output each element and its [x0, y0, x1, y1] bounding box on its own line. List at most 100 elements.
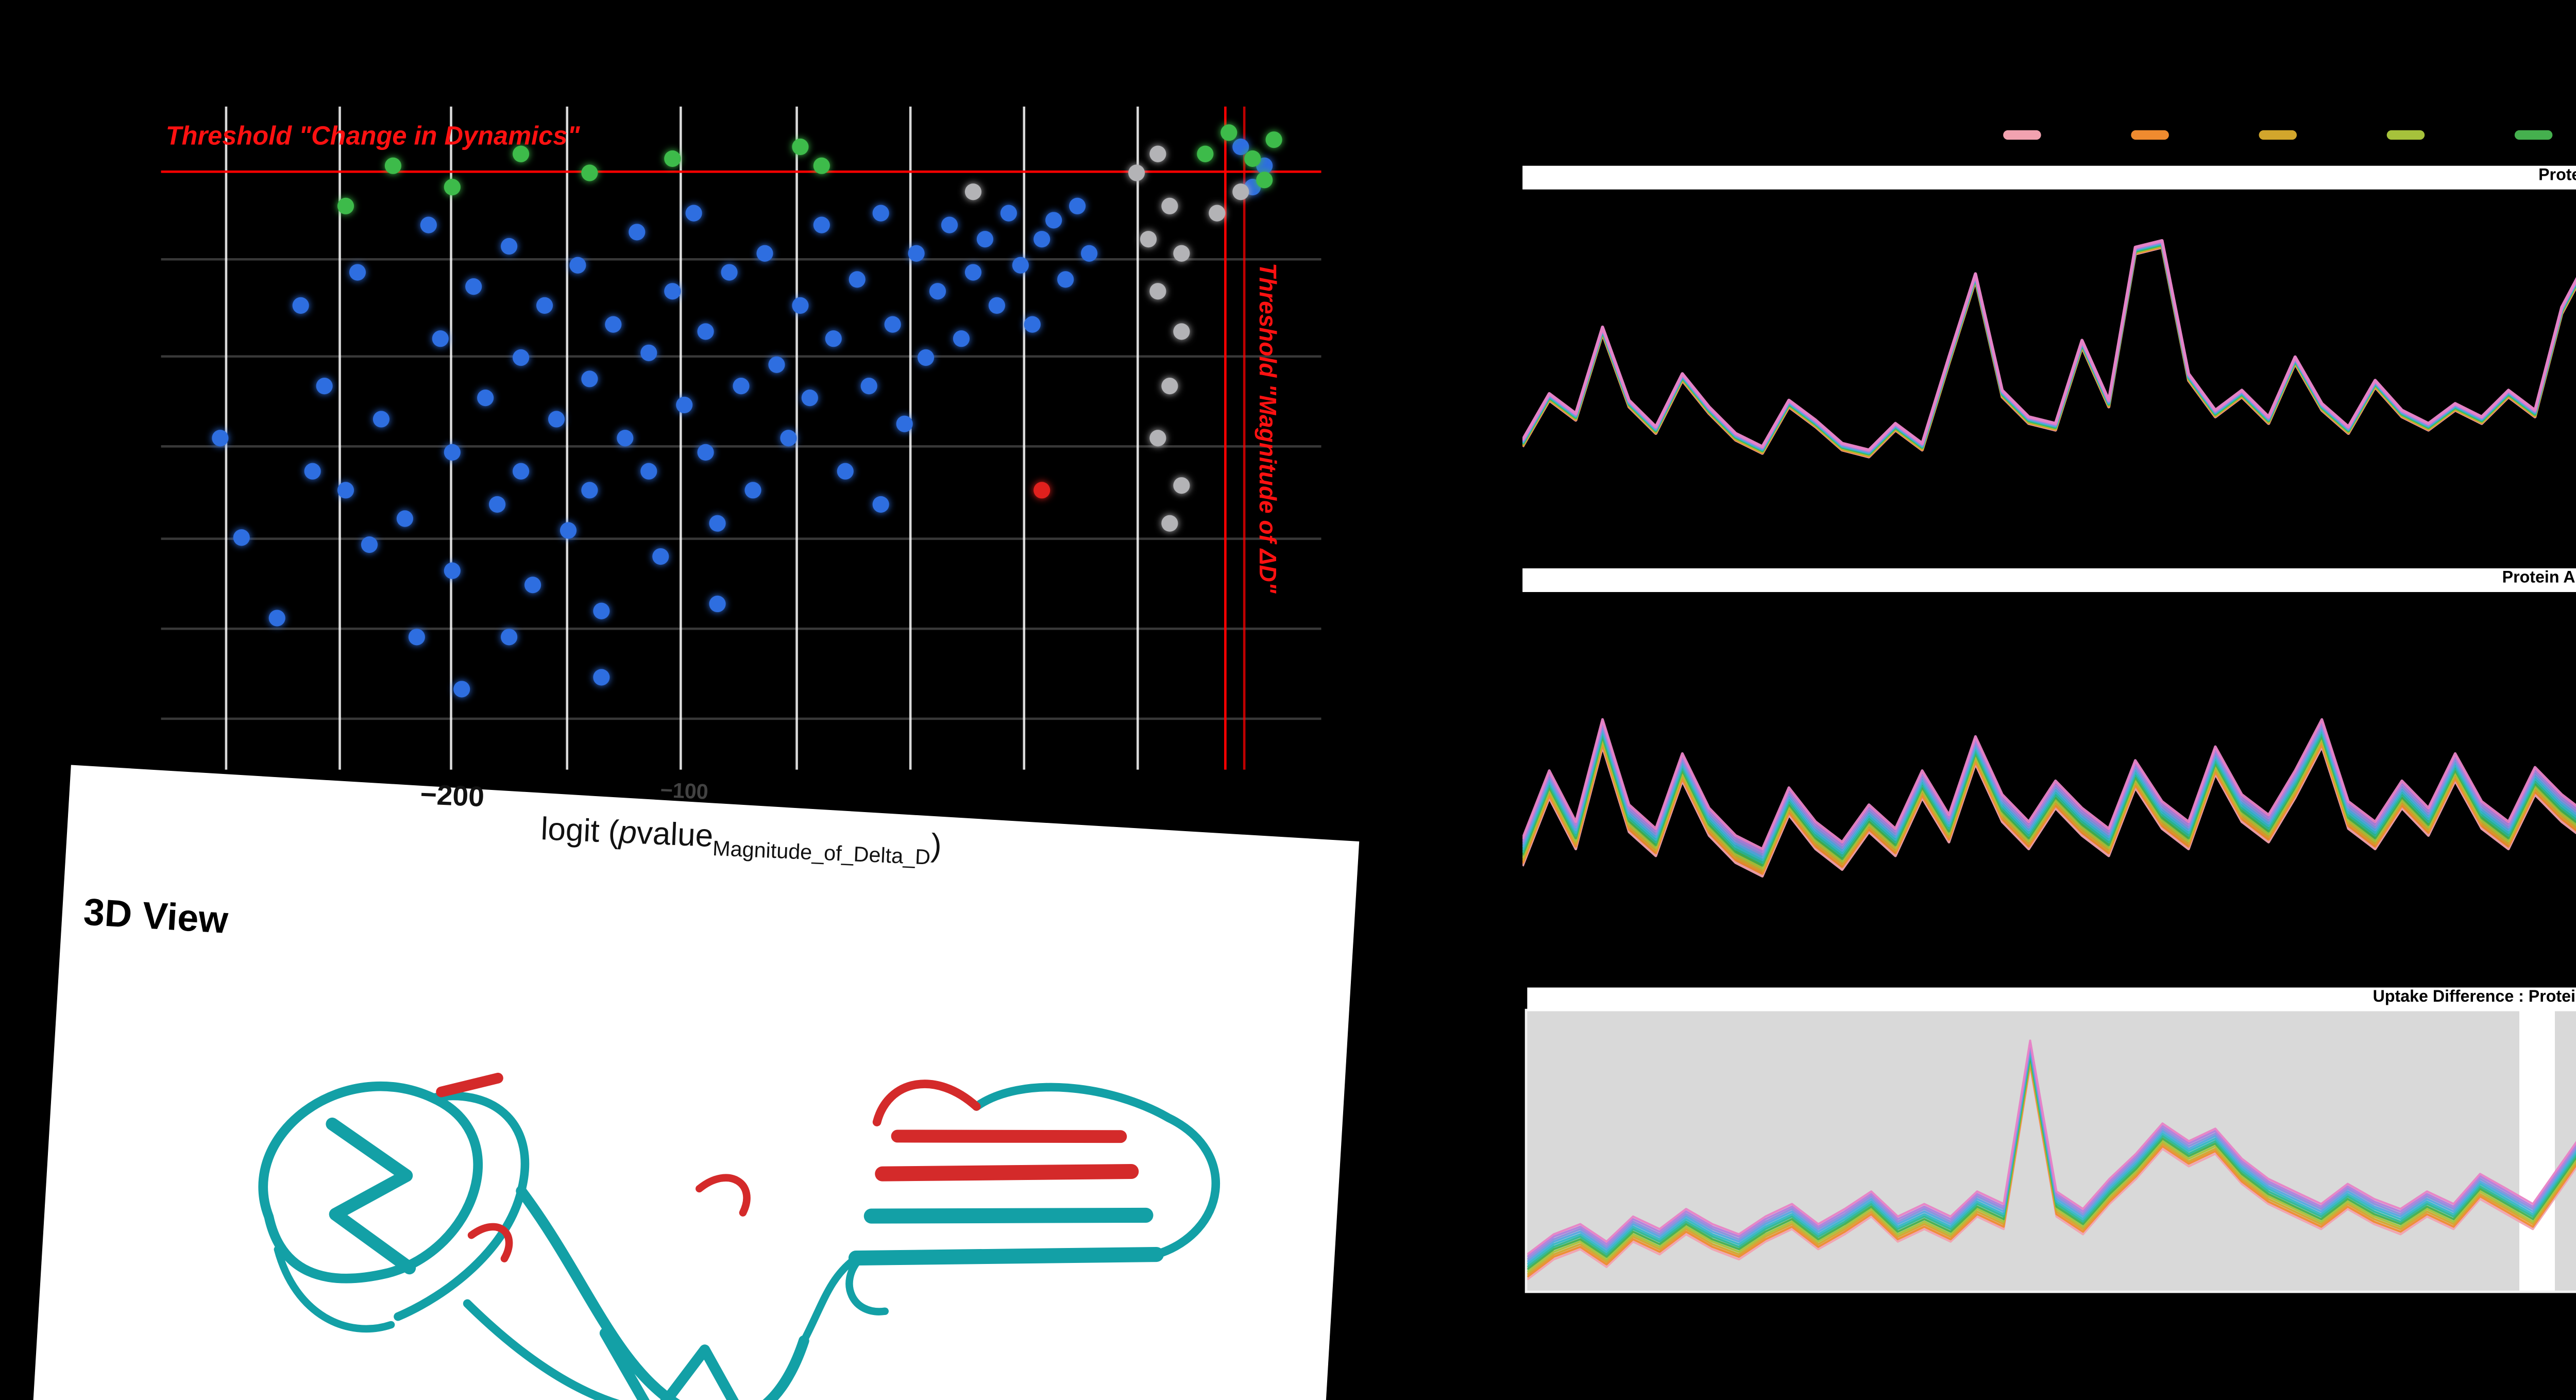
chart-uptake-difference-canvas[interactable] — [1527, 1011, 2576, 1290]
data-point-blue[interactable] — [825, 330, 842, 347]
data-point-blue[interactable] — [1081, 244, 1098, 261]
data-point-gray[interactable] — [1127, 164, 1144, 181]
data-point-blue[interactable] — [361, 536, 378, 553]
3d-view-panel[interactable]: 3D View — [29, 765, 1360, 1400]
data-point-gray[interactable] — [1174, 244, 1191, 261]
threshold-line-vertical[interactable] — [1224, 106, 1227, 770]
data-point-green[interactable] — [1197, 144, 1214, 161]
chart-protein-a-ligand-canvas[interactable] — [1522, 595, 2576, 973]
data-point-green[interactable] — [443, 178, 460, 195]
data-point-blue[interactable] — [651, 549, 668, 566]
data-point-blue[interactable] — [779, 430, 796, 447]
data-point-blue[interactable] — [350, 264, 367, 281]
data-point-blue[interactable] — [396, 509, 413, 526]
legend-item-5[interactable] — [2514, 130, 2553, 139]
data-point-blue[interactable] — [1023, 317, 1040, 334]
data-point-gray[interactable] — [1139, 231, 1156, 248]
data-point-gray[interactable] — [964, 184, 982, 201]
data-point-blue[interactable] — [756, 244, 773, 261]
data-point-blue[interactable] — [512, 350, 529, 367]
data-point-green[interactable] — [791, 138, 808, 155]
data-point-green[interactable] — [512, 144, 529, 161]
legend-item-4[interactable] — [2386, 130, 2425, 139]
data-point-blue[interactable] — [709, 516, 726, 533]
data-point-blue[interactable] — [234, 529, 251, 546]
data-point-blue[interactable] — [698, 324, 715, 341]
data-point-blue[interactable] — [501, 237, 518, 255]
data-point-blue[interactable] — [814, 217, 831, 234]
data-point-blue[interactable] — [640, 343, 657, 361]
data-point-blue[interactable] — [976, 231, 993, 248]
data-point-blue[interactable] — [860, 377, 877, 394]
data-point-gray[interactable] — [1208, 204, 1225, 221]
data-point-blue[interactable] — [570, 257, 587, 274]
legend-item-1[interactable] — [2003, 130, 2041, 139]
data-point-gray[interactable] — [1174, 324, 1191, 341]
data-point-gray[interactable] — [1150, 144, 1167, 161]
data-point-blue[interactable] — [837, 463, 854, 480]
data-point-blue[interactable] — [315, 377, 332, 394]
data-point-blue[interactable] — [1069, 197, 1086, 214]
data-point-blue[interactable] — [872, 496, 889, 513]
data-point-blue[interactable] — [1011, 257, 1028, 274]
data-point-blue[interactable] — [292, 297, 309, 314]
data-point-blue[interactable] — [872, 204, 889, 221]
data-point-blue[interactable] — [767, 357, 785, 374]
threshold-line-vertical[interactable] — [1242, 106, 1245, 770]
volcano-plot[interactable]: Threshold "Change in Dynamics" Threshold… — [161, 106, 1321, 869]
data-point-blue[interactable] — [964, 264, 982, 281]
data-point-blue[interactable] — [547, 410, 564, 427]
protein-ribbon[interactable] — [136, 956, 1277, 1400]
data-point-blue[interactable] — [674, 396, 692, 413]
data-point-blue[interactable] — [408, 629, 425, 646]
data-point-blue[interactable] — [953, 330, 970, 347]
data-point-blue[interactable] — [524, 576, 541, 593]
data-point-blue[interactable] — [628, 224, 645, 241]
data-point-green[interactable] — [1255, 171, 1272, 188]
data-point-blue[interactable] — [211, 430, 228, 447]
data-point-gray[interactable] — [1162, 377, 1179, 394]
data-point-blue[interactable] — [419, 217, 436, 234]
data-point-blue[interactable] — [1034, 231, 1052, 248]
data-point-blue[interactable] — [477, 390, 495, 407]
data-point-green[interactable] — [1266, 131, 1283, 148]
data-point-blue[interactable] — [999, 204, 1016, 221]
data-point-blue[interactable] — [582, 483, 599, 500]
data-point-green[interactable] — [814, 158, 831, 175]
data-point-blue[interactable] — [501, 629, 518, 646]
chart-protein-a-ligand[interactable] — [1522, 595, 2576, 973]
data-point-blue[interactable] — [640, 463, 657, 480]
data-point-green[interactable] — [1243, 151, 1260, 168]
data-point-blue[interactable] — [594, 602, 611, 619]
data-point-blue[interactable] — [709, 595, 726, 613]
data-point-blue[interactable] — [698, 443, 715, 460]
data-point-blue[interactable] — [558, 522, 575, 539]
data-point-green[interactable] — [1220, 125, 1237, 142]
data-point-blue[interactable] — [512, 463, 529, 480]
data-point-blue[interactable] — [884, 317, 901, 334]
data-point-blue[interactable] — [733, 377, 750, 394]
data-point-blue[interactable] — [802, 390, 819, 407]
data-point-blue[interactable] — [1046, 211, 1063, 228]
threshold-line-horizontal[interactable] — [161, 170, 1321, 173]
data-point-blue[interactable] — [443, 443, 460, 460]
data-point-blue[interactable] — [1231, 138, 1248, 155]
data-point-blue[interactable] — [895, 416, 912, 433]
data-point-blue[interactable] — [941, 217, 958, 234]
legend-item-3[interactable] — [2259, 130, 2297, 139]
data-point-blue[interactable] — [686, 204, 703, 221]
data-point-blue[interactable] — [1057, 271, 1075, 288]
chart-protein-a-canvas[interactable] — [1522, 192, 2576, 561]
data-point-blue[interactable] — [431, 330, 448, 347]
data-point-gray[interactable] — [1231, 184, 1248, 201]
data-point-blue[interactable] — [849, 271, 866, 288]
data-point-blue[interactable] — [930, 284, 947, 301]
data-point-blue[interactable] — [373, 410, 390, 427]
data-point-blue[interactable] — [744, 483, 761, 500]
data-point-gray[interactable] — [1150, 284, 1167, 301]
data-point-blue[interactable] — [594, 668, 611, 685]
data-point-green[interactable] — [663, 151, 680, 168]
chart-protein-a[interactable] — [1522, 192, 2576, 561]
data-point-blue[interactable] — [605, 317, 622, 334]
data-point-blue[interactable] — [443, 562, 460, 579]
